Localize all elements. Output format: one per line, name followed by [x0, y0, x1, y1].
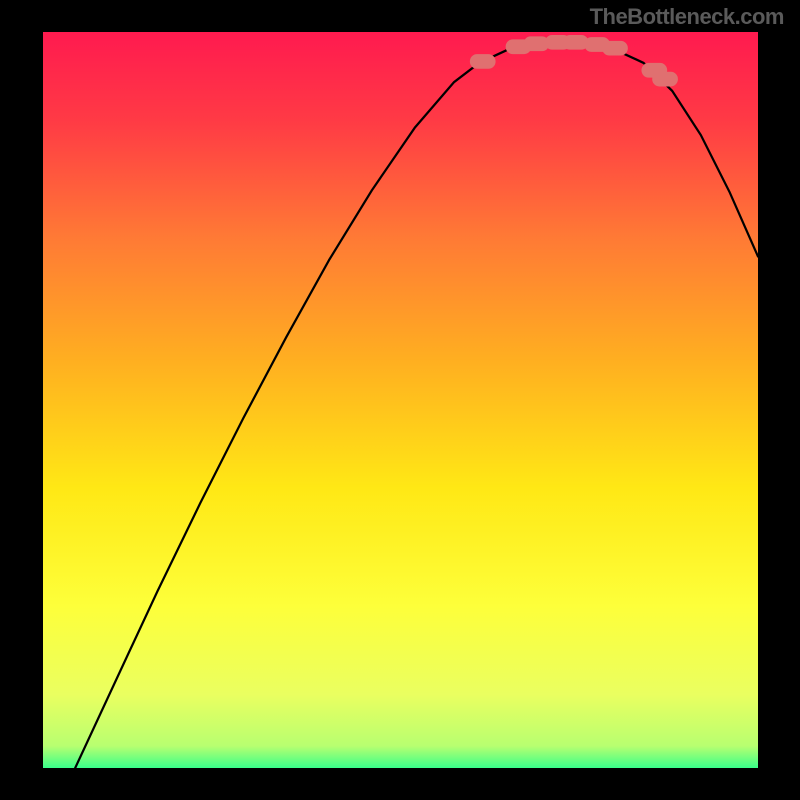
curve-marker [470, 54, 496, 69]
chart-frame: TheBottleneck.com [0, 0, 800, 800]
chart-svg [43, 32, 758, 768]
curve-marker [652, 72, 678, 87]
gradient-background [43, 32, 758, 768]
watermark-text: TheBottleneck.com [590, 4, 784, 30]
plot-area [43, 32, 758, 768]
curve-marker [602, 41, 628, 56]
